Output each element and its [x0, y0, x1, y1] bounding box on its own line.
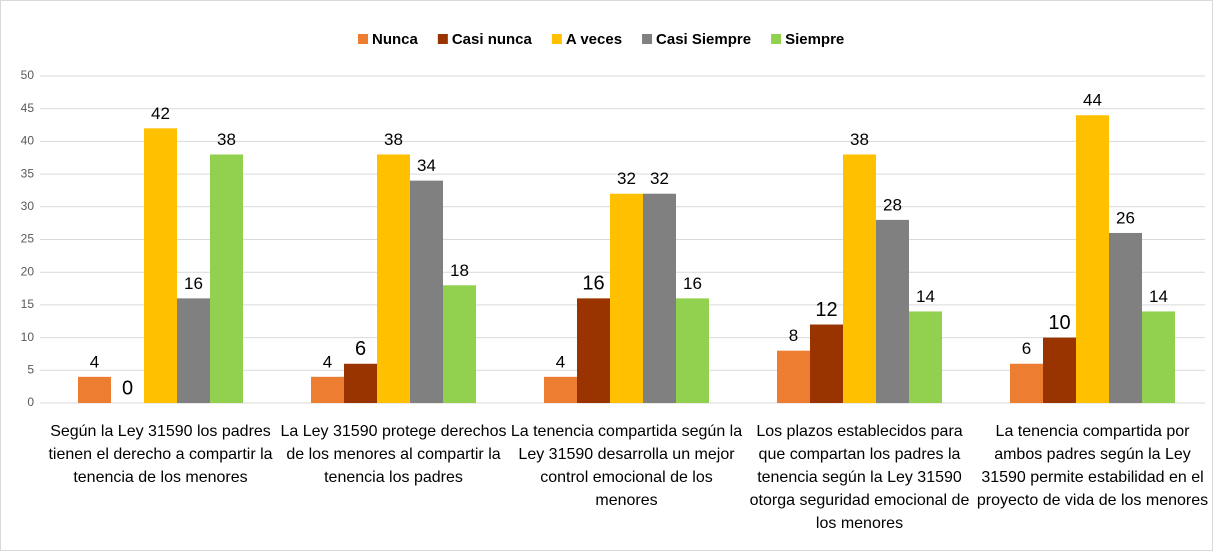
- bar: [410, 180, 443, 403]
- value-label: 16: [582, 273, 604, 295]
- x-tick-label: La tenencia compartida por ambos padres …: [976, 423, 1209, 509]
- y-tick-label: 0: [27, 395, 34, 409]
- value-label: 38: [850, 130, 869, 149]
- bar: [577, 298, 610, 403]
- legend-label: Nunca: [372, 31, 419, 48]
- bar: [377, 154, 410, 403]
- y-tick-label: 25: [21, 232, 35, 246]
- bar: [1076, 115, 1109, 404]
- legend-swatch: [551, 34, 562, 44]
- value-label: 10: [1048, 312, 1070, 334]
- bar: [344, 363, 377, 403]
- x-tick-label: La tenencia compartida según la Ley 3159…: [510, 423, 743, 509]
- legend-swatch: [642, 34, 653, 44]
- bar: [144, 128, 177, 403]
- value-label: 12: [815, 299, 837, 321]
- y-tick-label: 40: [21, 134, 35, 148]
- bar: [1109, 232, 1142, 403]
- value-label: 44: [1083, 91, 1102, 110]
- value-label: 34: [417, 156, 436, 175]
- value-label: 8: [789, 326, 798, 345]
- legend-swatch: [437, 34, 448, 44]
- bar: [1142, 311, 1175, 403]
- bar: [643, 193, 676, 403]
- value-label: 16: [184, 274, 203, 293]
- value-label: 14: [1149, 287, 1168, 306]
- x-tick-label: Según la Ley 31590 los padres tienen el …: [48, 423, 273, 486]
- value-label: 26: [1116, 208, 1135, 227]
- value-label: 14: [916, 287, 935, 306]
- value-label: 4: [556, 352, 565, 371]
- value-label: 0: [122, 377, 133, 399]
- bar: [544, 376, 577, 403]
- legend-label: A veces: [566, 31, 622, 48]
- y-tick-label: 45: [21, 101, 35, 115]
- bar: [210, 154, 243, 403]
- bar: [610, 193, 643, 403]
- y-tick-label: 30: [21, 199, 35, 213]
- value-label: 32: [650, 169, 669, 188]
- value-label: 4: [323, 352, 332, 371]
- y-tick-label: 20: [21, 264, 35, 278]
- legend-label: Siempre: [785, 31, 844, 48]
- x-tick-label: La Ley 31590 protege derechos de los men…: [280, 423, 507, 486]
- y-tick-label: 15: [21, 297, 35, 311]
- bar: [909, 311, 942, 403]
- bar: [810, 324, 843, 403]
- value-label: 6: [355, 338, 366, 360]
- value-label: 4: [90, 352, 99, 371]
- y-tick-label: 50: [21, 68, 35, 82]
- value-label: 38: [384, 130, 403, 149]
- y-tick-label: 5: [27, 362, 34, 376]
- bar: [1043, 337, 1076, 403]
- bar: [1010, 363, 1043, 403]
- y-tick-label: 10: [21, 330, 35, 344]
- bar: [876, 219, 909, 403]
- bar: [676, 298, 709, 403]
- bar: [177, 298, 210, 403]
- legend-label: Casi nunca: [452, 31, 533, 48]
- bar: [777, 350, 810, 403]
- value-label: 6: [1022, 339, 1031, 358]
- bar: [311, 376, 344, 403]
- bar: [843, 154, 876, 403]
- x-tick-label: Los plazos establecidos para que compart…: [749, 423, 970, 532]
- value-label: 38: [217, 130, 236, 149]
- value-label: 18: [450, 261, 469, 280]
- legend-swatch: [358, 34, 368, 44]
- y-tick-label: 35: [21, 166, 35, 180]
- value-label: 28: [883, 195, 902, 214]
- legend-label: Casi Siempre: [656, 31, 751, 48]
- value-label: 16: [683, 274, 702, 293]
- value-label: 42: [151, 104, 170, 123]
- legend-swatch: [771, 34, 782, 44]
- bar: [78, 376, 111, 403]
- value-label: 32: [617, 169, 636, 188]
- bar: [443, 285, 476, 403]
